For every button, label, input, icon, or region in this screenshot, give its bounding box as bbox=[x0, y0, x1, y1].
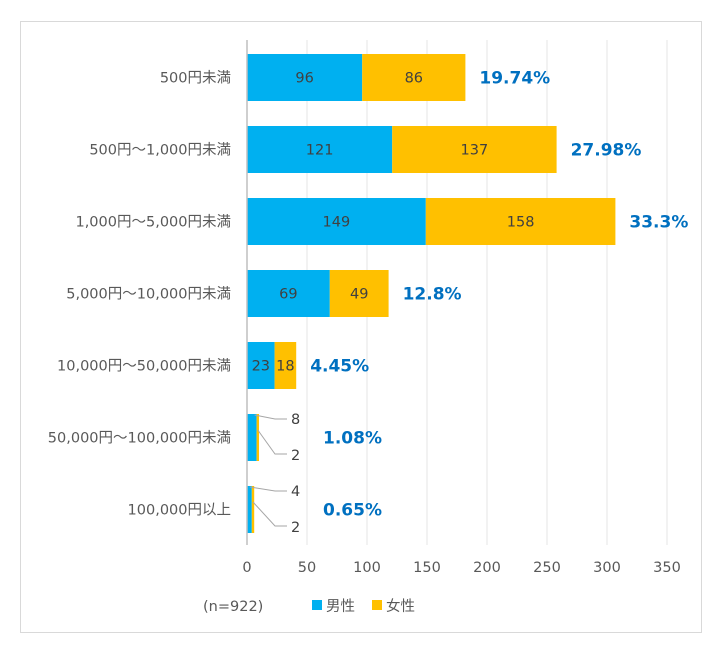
category-label: 50,000円～100,000円未満 bbox=[48, 430, 231, 447]
x-tick-label: 100 bbox=[353, 560, 381, 576]
legend-swatch-male bbox=[312, 600, 322, 610]
sample-size-note: (n=922) bbox=[203, 599, 263, 615]
value-label-male: 4 bbox=[291, 484, 300, 500]
category-label: 500円未満 bbox=[160, 70, 231, 87]
value-label-female: 2 bbox=[291, 520, 300, 536]
category-labels: 500円未満 500円～1,000円未満 1,000円～5,000円未満 5,000円… bbox=[48, 70, 231, 519]
leader-line-female bbox=[257, 429, 287, 455]
gridlines bbox=[306, 40, 668, 545]
value-label-male: 121 bbox=[306, 143, 334, 159]
value-label-female: 49 bbox=[350, 287, 368, 303]
value-label-female: 137 bbox=[461, 143, 489, 159]
category-label: 100,000円以上 bbox=[128, 502, 231, 519]
bar-female bbox=[392, 126, 557, 173]
x-tick-label: 200 bbox=[473, 560, 501, 576]
total-percent-label: 12.8% bbox=[403, 285, 462, 305]
legend-label-female: 女性 bbox=[386, 597, 415, 615]
x-tick-label: 250 bbox=[533, 560, 561, 576]
bar-male bbox=[247, 270, 330, 317]
bar-male bbox=[247, 198, 426, 245]
value-label-male: 23 bbox=[252, 359, 270, 375]
bar-male bbox=[247, 54, 363, 101]
bar-female bbox=[251, 486, 255, 533]
bar-female bbox=[425, 198, 616, 245]
x-tick-label: 0 bbox=[242, 560, 251, 576]
value-label-male: 96 bbox=[295, 71, 313, 87]
value-label-female: 2 bbox=[291, 448, 300, 464]
value-label-female: 18 bbox=[276, 359, 294, 375]
leader-line-male bbox=[249, 486, 287, 492]
bar-male bbox=[247, 126, 393, 173]
value-label-male: 149 bbox=[323, 215, 351, 231]
bar-female bbox=[362, 54, 466, 101]
x-tick-label: 350 bbox=[653, 560, 681, 576]
category-label: 500円～1,000円未満 bbox=[89, 142, 231, 159]
total-percent-label: 19.74% bbox=[479, 69, 550, 89]
legend: (n=922) 男性 女性 bbox=[203, 597, 415, 615]
category-label: 10,000円～50,000円未満 bbox=[57, 358, 231, 375]
total-percent-label: 27.98% bbox=[571, 141, 642, 161]
total-percent-label: 4.45% bbox=[310, 357, 369, 377]
legend-label-male: 男性 bbox=[326, 598, 355, 615]
bar-female bbox=[256, 414, 259, 461]
bar-male bbox=[247, 414, 257, 461]
legend-swatch-female bbox=[372, 600, 382, 610]
category-label: 5,000円～10,000円未満 bbox=[66, 286, 231, 303]
value-label-male: 69 bbox=[279, 287, 297, 303]
total-percent-label: 0.65% bbox=[323, 501, 382, 521]
bar-male bbox=[247, 342, 275, 389]
total-percent-label: 1.08% bbox=[323, 429, 382, 449]
leader-line-male bbox=[254, 414, 287, 420]
x-tick-labels: 0 50 100 150 200 250 300 350 bbox=[242, 560, 680, 576]
x-tick-label: 300 bbox=[593, 560, 621, 576]
bar-female bbox=[274, 342, 297, 389]
value-label-female: 86 bbox=[405, 71, 423, 87]
value-label-female: 158 bbox=[507, 215, 535, 231]
bars: 96 86 19.74% 121 137 27.98% 149 158 33.3% 69 49 12.… bbox=[247, 54, 688, 536]
category-label: 1,000円～5,000円未満 bbox=[75, 214, 231, 231]
chart-frame bbox=[20, 21, 702, 633]
bar-female bbox=[329, 270, 389, 317]
bar-male bbox=[247, 486, 252, 533]
value-label-male: 8 bbox=[291, 412, 300, 428]
total-percent-label: 33.3% bbox=[629, 213, 688, 233]
x-tick-label: 50 bbox=[298, 560, 316, 576]
leader-line-female bbox=[252, 501, 287, 527]
x-tick-label: 150 bbox=[413, 560, 441, 576]
